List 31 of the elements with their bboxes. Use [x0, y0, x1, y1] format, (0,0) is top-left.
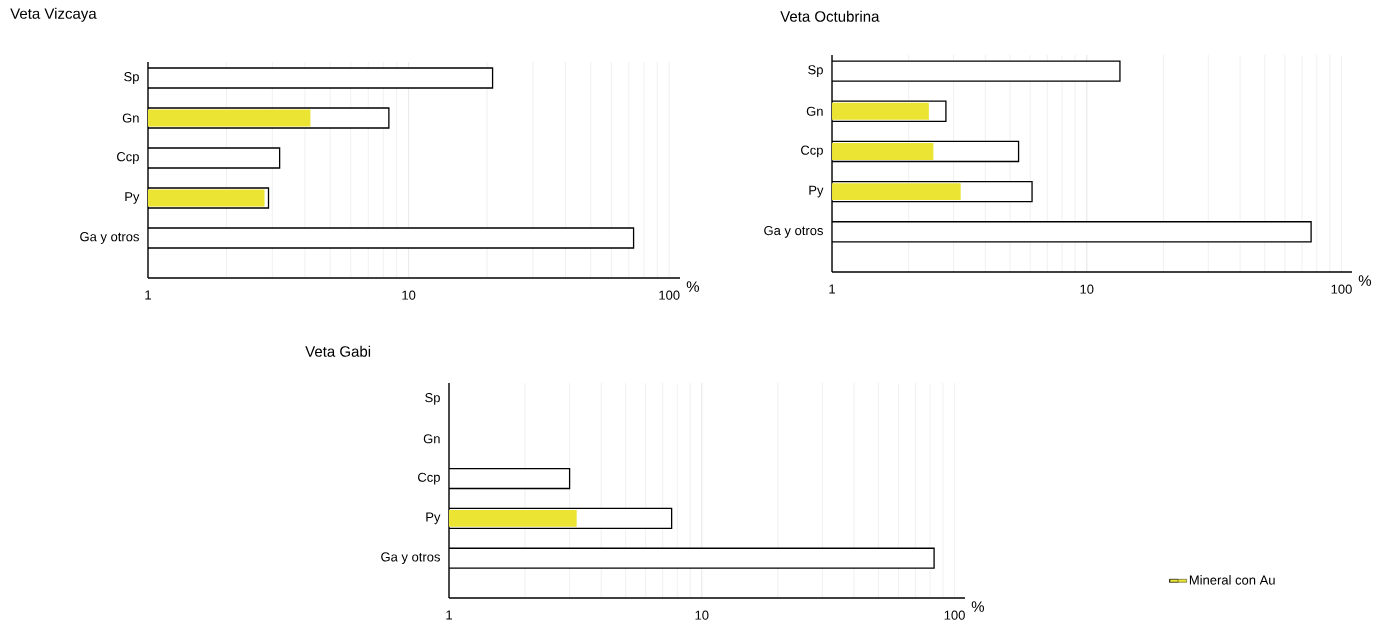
x-tick-label: 10	[402, 290, 416, 300]
x-tick-label: 10	[695, 610, 709, 620]
y-tick-label: Gn	[806, 106, 823, 116]
y-tick-label: Sp	[124, 72, 139, 84]
chart-title: Veta Gabi	[305, 345, 371, 357]
y-tick-label: Ccp	[418, 472, 440, 485]
chart-title: Veta Vizcaya	[10, 7, 97, 22]
x-axis-title: %	[1358, 275, 1372, 286]
y-tick-label: Sp	[425, 393, 440, 405]
x-tick-label: 1	[446, 610, 452, 620]
y-tick-label: Ga y otros	[381, 552, 440, 565]
y-tick-label: Py	[426, 512, 441, 525]
x-axis-title: %	[686, 281, 699, 292]
y-tick-label: Ccp	[801, 145, 823, 158]
y-tick-label: Ga y otros	[764, 225, 823, 238]
x-tick-label: 100	[1331, 284, 1352, 294]
x-tick-label: 100	[659, 290, 680, 300]
x-axis-title: %	[971, 601, 984, 612]
legend-label: Mineral con Au	[1189, 575, 1275, 585]
x-tick-label: 100	[944, 610, 965, 620]
y-tick-label: Py	[125, 192, 140, 204]
y-tick-label: Ga y otros	[80, 232, 139, 244]
chart-title: Veta Octubrina	[780, 10, 880, 22]
y-tick-label: Py	[809, 185, 824, 198]
x-tick-label: 1	[829, 284, 835, 294]
y-tick-label: Gn	[423, 434, 440, 444]
y-tick-label: Gn	[122, 113, 139, 123]
y-tick-label: Ccp	[117, 152, 139, 164]
y-tick-label: Sp	[808, 65, 823, 77]
x-tick-label: 1	[145, 290, 151, 300]
x-tick-label: 10	[1080, 284, 1094, 294]
